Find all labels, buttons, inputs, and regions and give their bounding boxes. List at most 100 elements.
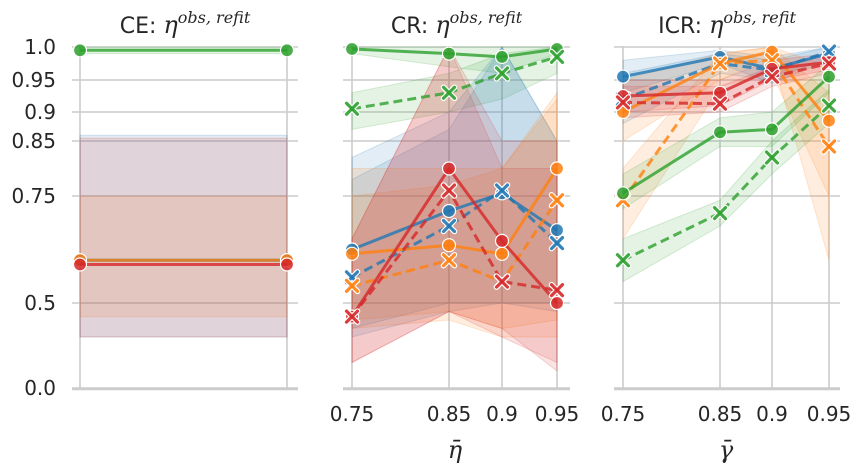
data-point-x-orange [711,55,729,72]
title-prefix: CR: [391,14,435,39]
data-point-red [494,233,510,248]
confidence-band-green [622,62,830,210]
x-marker-stroke [764,150,780,165]
x-marker-stroke [764,69,780,84]
data-point-orange [494,246,510,261]
x-tick-label: 0.95 [807,402,852,426]
data-point-x-green [493,65,511,82]
series-line-orange [351,167,559,256]
data-point-orange [549,161,565,176]
x-marker-stroke [344,309,360,324]
data-point-green [494,49,510,65]
data-point-x-orange [343,277,361,295]
x-axis-label: γ̄ [719,436,734,464]
x-tick-label: 0.9 [486,402,518,426]
data-point-x-green [711,204,729,222]
y-tick-label: 0.95 [11,68,56,92]
data-point-green [764,122,780,137]
title-superscript: obs, refit [723,8,796,27]
series-line-red [350,167,559,318]
series-line-red-dashed [350,189,558,318]
x-marker-stroke [821,44,837,59]
data-point-x-green [548,48,566,66]
x-marker-stroke [821,56,837,71]
title-superscript: obs, refit [450,8,523,27]
data-point-x-red [820,55,838,72]
y-tick-label: 0.75 [11,184,56,208]
panel-title: CE: ηobs, refit [120,8,251,39]
panel-cr: CR: ηobs, refit 0.75 0.85 0.9 0.95 η̄ [330,8,580,464]
data-point-blue [441,203,457,219]
data-point-x-orange [440,251,458,269]
x-marker-stroke [441,85,457,100]
data-point-x-red [763,68,781,85]
x-marker-stroke [441,218,457,234]
x-marker-stroke [494,274,510,289]
data-point-red [279,257,295,272]
x-marker-stroke [712,56,728,71]
y-tick-label: 1.0 [24,35,56,59]
series-line-green [351,47,558,59]
x-marker-stroke [821,98,837,113]
data-point-green [344,41,360,57]
x-tick-label: 0.85 [427,402,472,426]
data-point-red [712,85,728,100]
x-tick-label: 0.9 [756,402,788,426]
title-superscript: obs, refit [178,8,251,27]
data-point-green [821,69,837,84]
x-marker-stroke [344,101,360,116]
panel-icr: ICR: ηobs, refit 0.75 0.85 0.9 0.95 γ̄ [601,8,852,464]
y-tick-label: 0.85 [11,129,56,153]
series-line-green-dashed [351,55,558,111]
y-tick-label: 0.0 [24,376,56,400]
x-marker-stroke [441,183,457,198]
data-point-x-orange [820,138,838,155]
x-marker-stroke [712,96,728,111]
data-point-green [441,46,457,61]
series-line-red-dashed [622,62,830,106]
data-point-x-red [440,182,458,199]
data-point-red [72,257,88,272]
confidence-band-red [79,137,288,338]
title-symbol: η [435,11,450,39]
data-point-green [279,43,295,58]
data-point-red [441,161,457,176]
data-point-x-red [493,273,511,290]
confidence-band-blue [351,46,558,338]
data-point-x-red [711,95,729,112]
x-marker-stroke [549,283,565,298]
x-marker-stroke [441,253,457,268]
title-prefix: CE: [120,14,164,39]
data-point-x-green [820,97,838,114]
series-line-blue-dashed [622,50,830,101]
panel-title: CR: ηobs, refit [391,8,523,39]
x-tick-label: 0.75 [330,402,375,426]
x-marker-stroke [549,235,565,251]
data-point-x-red [614,94,632,111]
panel-ce: CE: ηobs, refit [72,8,298,391]
x-marker-stroke [549,49,565,65]
title-symbol: η [163,11,178,39]
y-axis-ticks: 0.0 0.5 0.75 0.85 0.9 0.95 1.0 [11,35,56,400]
data-point-x-green [440,84,458,102]
series-line-green [622,75,831,195]
y-tick-label: 0.5 [24,291,56,315]
data-point-x-green [614,251,632,269]
x-marker-stroke [494,183,510,198]
data-point-x-blue [548,234,566,252]
panel-title: ICR: ηobs, refit [658,8,796,39]
data-point-x-red [548,281,566,299]
title-prefix: ICR: [658,14,709,39]
series-line-green-dashed [622,104,831,262]
confidence-band-orange [79,195,288,318]
data-point-orange [344,246,360,261]
confidence-band-orange [622,46,830,261]
data-point-blue [615,69,631,84]
data-point-x-green [763,149,781,166]
data-point-orange [821,113,837,128]
series-line-orange-dashed [351,199,559,288]
x-marker-stroke [549,193,565,208]
series-line-blue-dashed [351,189,559,279]
